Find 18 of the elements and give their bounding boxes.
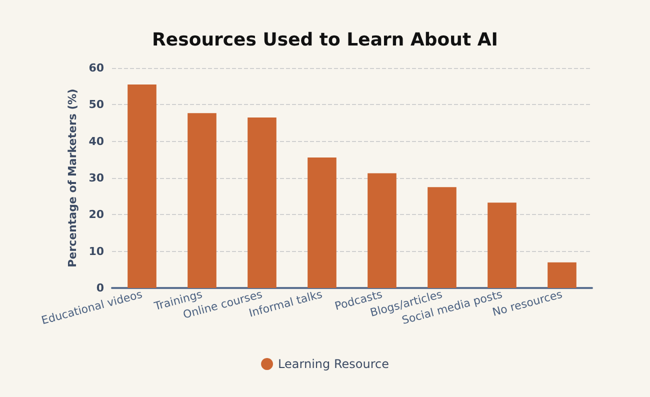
bar <box>308 157 336 288</box>
bar <box>548 262 576 288</box>
bar <box>128 84 156 288</box>
y-tick-label: 60 <box>88 62 104 74</box>
y-tick-label: 40 <box>88 134 104 148</box>
chart-title: Resources Used to Learn About AI <box>152 30 498 50</box>
bar <box>368 173 396 288</box>
y-tick-label: 20 <box>88 208 104 222</box>
legend-label: Learning Resource <box>278 357 389 371</box>
bar <box>188 113 216 288</box>
y-tick-label: 50 <box>88 98 104 112</box>
bar <box>428 187 456 288</box>
bar <box>488 202 516 288</box>
y-tick-label: 30 <box>88 172 104 184</box>
y-axis-title: Percentage of Marketers (%) <box>66 88 79 268</box>
y-tick-label: 10 <box>88 244 104 258</box>
y-tick-label: 0 <box>96 282 104 294</box>
bar <box>248 118 276 288</box>
